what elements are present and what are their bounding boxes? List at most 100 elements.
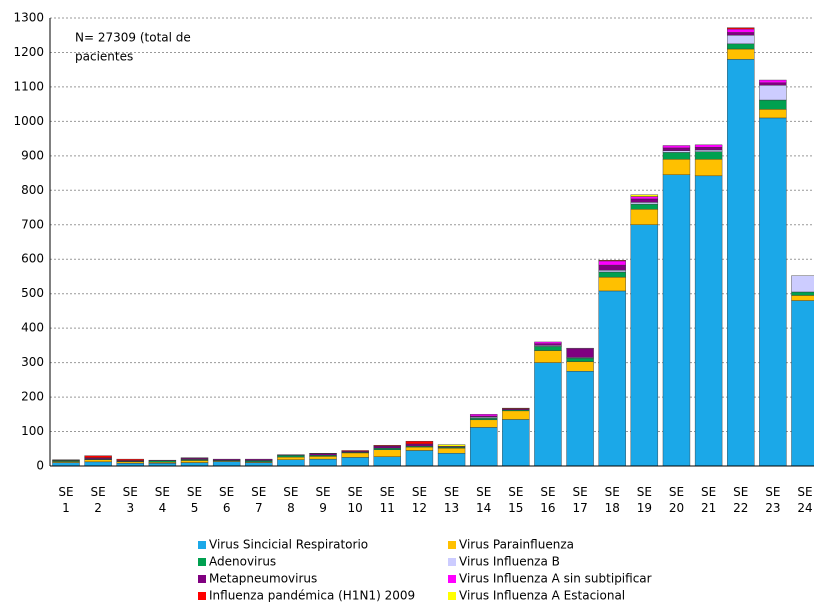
x-tick-label: SE 20 <box>669 485 684 515</box>
legend-swatch <box>448 541 456 549</box>
bar-segment <box>566 348 594 358</box>
x-tick-label: SE 1 <box>58 485 73 515</box>
bar-segment <box>469 414 498 417</box>
bar-segment <box>534 343 562 346</box>
bar-segment <box>534 341 562 344</box>
y-tick-label: 400 <box>21 321 44 335</box>
y-tick-label: 600 <box>21 252 44 266</box>
bar-segment <box>598 270 626 273</box>
bar-segment <box>341 457 369 467</box>
bar-segment <box>84 461 112 467</box>
legend-swatch <box>198 592 206 600</box>
y-tick-label: 900 <box>21 148 44 162</box>
bar-segment <box>630 203 659 210</box>
x-tick-label: SE 2 <box>91 485 106 515</box>
bar-segment <box>277 455 305 458</box>
x-tick-label: SE 18 <box>605 485 620 515</box>
bar-segment <box>630 202 659 205</box>
legend-label: Virus Influenza A sin subtipificar <box>459 572 652 586</box>
bar-segment <box>662 145 691 149</box>
annotation: N= 27309 (total de <box>75 31 191 45</box>
x-tick-label: SE 14 <box>476 485 491 515</box>
bar-segment <box>341 450 369 452</box>
bar-segment <box>373 449 401 457</box>
legend-label: Virus Influenza A Estacional <box>459 589 625 603</box>
x-tick-label: SE 15 <box>508 485 523 515</box>
bar-segment <box>694 144 723 148</box>
bar-segment <box>212 461 241 467</box>
legend-label: Virus Sincicial Respiratorio <box>209 538 368 552</box>
bar-segment <box>759 117 787 467</box>
legend-swatch <box>198 575 206 583</box>
bar-segment <box>373 456 401 467</box>
y-tick-label: 100 <box>21 424 44 438</box>
bar-segment <box>727 28 755 33</box>
bar-segment <box>534 346 562 351</box>
bar-segment <box>598 271 626 278</box>
bar-segment <box>469 417 498 421</box>
bar-segment <box>662 152 691 160</box>
bar-segment <box>791 291 814 296</box>
bar-segment <box>630 196 659 200</box>
bar-segment <box>694 149 723 152</box>
bar-segment <box>373 447 401 451</box>
x-tick-label: SE 23 <box>765 485 780 515</box>
bar-segment <box>309 456 337 460</box>
bar-segment <box>662 174 691 467</box>
bar-segment <box>245 462 273 467</box>
bar-segment <box>405 446 434 451</box>
bar-segment <box>148 460 177 463</box>
bar-segment <box>405 443 434 447</box>
bar-segment <box>405 440 434 445</box>
bar-segment <box>502 407 530 409</box>
legend-label: Virus Parainfluenza <box>459 538 574 552</box>
y-tick-label: 1200 <box>13 45 44 59</box>
bar-segment <box>727 59 755 467</box>
bar-segment <box>212 458 241 461</box>
bar-segment <box>245 460 273 463</box>
bar-segment <box>662 150 691 153</box>
bar-segment <box>759 84 787 101</box>
bar-segment <box>116 461 144 464</box>
bar-segment <box>277 456 305 460</box>
bar-segment <box>759 82 787 86</box>
bar-segment <box>437 453 466 467</box>
legend-swatch <box>448 575 456 583</box>
bar-segment <box>309 458 337 467</box>
bar-segment <box>502 419 530 467</box>
bar-segment <box>662 147 691 151</box>
x-tick-label: SE 5 <box>187 485 202 515</box>
bar-segment <box>469 419 498 428</box>
y-tick-label: 200 <box>21 390 44 404</box>
bar-segment <box>727 48 755 60</box>
bar-segment <box>791 275 814 293</box>
bar-segment <box>437 447 466 454</box>
legend-swatch <box>448 592 456 600</box>
x-tick-label: SE 9 <box>315 485 330 515</box>
legend-swatch <box>448 558 456 566</box>
x-tick-label: SE 11 <box>380 485 395 515</box>
bar-segment <box>727 35 755 45</box>
bar-segment <box>84 459 112 463</box>
legend-label: Metapneumovirus <box>209 572 317 586</box>
bar-segment <box>598 260 626 262</box>
bar-segment <box>534 350 562 363</box>
bar-segment <box>405 450 434 467</box>
annotation: pacientes <box>75 50 133 64</box>
bar-segment <box>469 427 498 467</box>
bar-segment <box>277 459 305 467</box>
legend-swatch <box>198 558 206 566</box>
bar-segment <box>148 459 177 462</box>
bar-segment <box>630 198 659 203</box>
legend-label: Adenovirus <box>209 555 276 569</box>
bar-segment <box>694 147 723 151</box>
x-tick-label: SE 8 <box>283 485 298 515</box>
x-tick-label: SE 22 <box>733 485 748 515</box>
bar-segment <box>245 458 273 461</box>
x-tick-label: SE 19 <box>637 485 652 515</box>
bar-segment <box>759 79 787 83</box>
bar-segment <box>598 276 626 292</box>
legend-swatch <box>198 541 206 549</box>
bar-segment <box>694 159 723 177</box>
x-tick-label: SE 16 <box>540 485 555 515</box>
